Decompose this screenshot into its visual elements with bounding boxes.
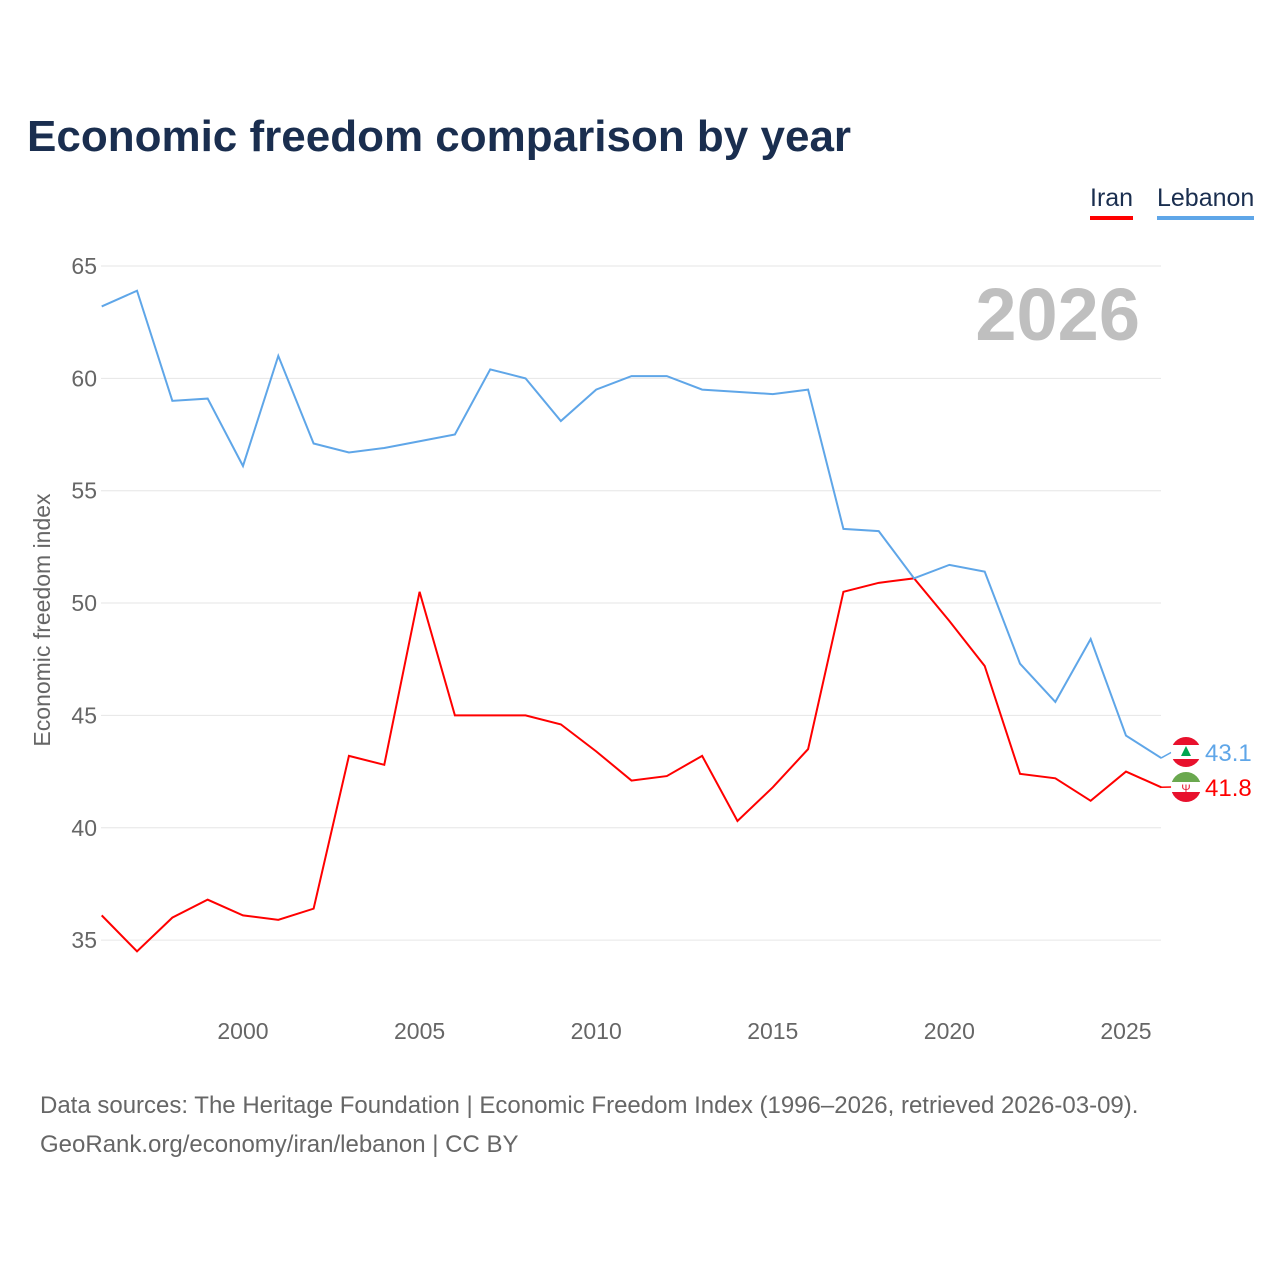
y-tick-label: 45 — [71, 702, 97, 728]
legend-item-iran[interactable]: Iran — [1090, 184, 1134, 220]
svg-text:Ψ: Ψ — [1181, 783, 1190, 795]
lebanon-flag-icon — [1171, 737, 1201, 767]
source-note: Data sources: The Heritage Foundation | … — [40, 1086, 1138, 1164]
y-tick-label: 55 — [71, 478, 97, 504]
y-tick-label: 60 — [71, 365, 97, 391]
y-tick-label: 65 — [71, 253, 97, 279]
y-axis-label: Economic freedom index — [29, 493, 55, 747]
x-tick-label: 2025 — [1100, 1018, 1151, 1044]
series-line-lebanon — [101, 289, 1162, 759]
y-tick-label: 50 — [71, 590, 97, 616]
source-line: Data sources: The Heritage Foundation | … — [40, 1092, 1139, 1119]
x-tick-label: 2020 — [924, 1018, 975, 1044]
end-value-label: 43.1 — [1205, 740, 1252, 767]
iran-flag-icon: Ψ — [1171, 772, 1201, 802]
x-tick-label: 2015 — [747, 1018, 798, 1044]
end-value-label: 41.8 — [1205, 775, 1252, 802]
y-tick-label: 40 — [71, 815, 97, 841]
label-connector — [1160, 751, 1173, 759]
y-tick-label: 35 — [71, 927, 97, 953]
legend-item-lebanon[interactable]: Lebanon — [1157, 184, 1255, 220]
series-line-iran — [100, 577, 1162, 953]
x-tick-label: 2010 — [571, 1018, 622, 1044]
x-tick-label: 2000 — [217, 1018, 268, 1044]
source-link[interactable]: GeoRank.org/economy/iran/lebanon | CC BY — [40, 1131, 519, 1158]
year-watermark: 2026 — [975, 273, 1140, 356]
chart-title: Economic freedom comparison by year — [27, 112, 852, 161]
x-tick-label: 2005 — [394, 1018, 445, 1044]
